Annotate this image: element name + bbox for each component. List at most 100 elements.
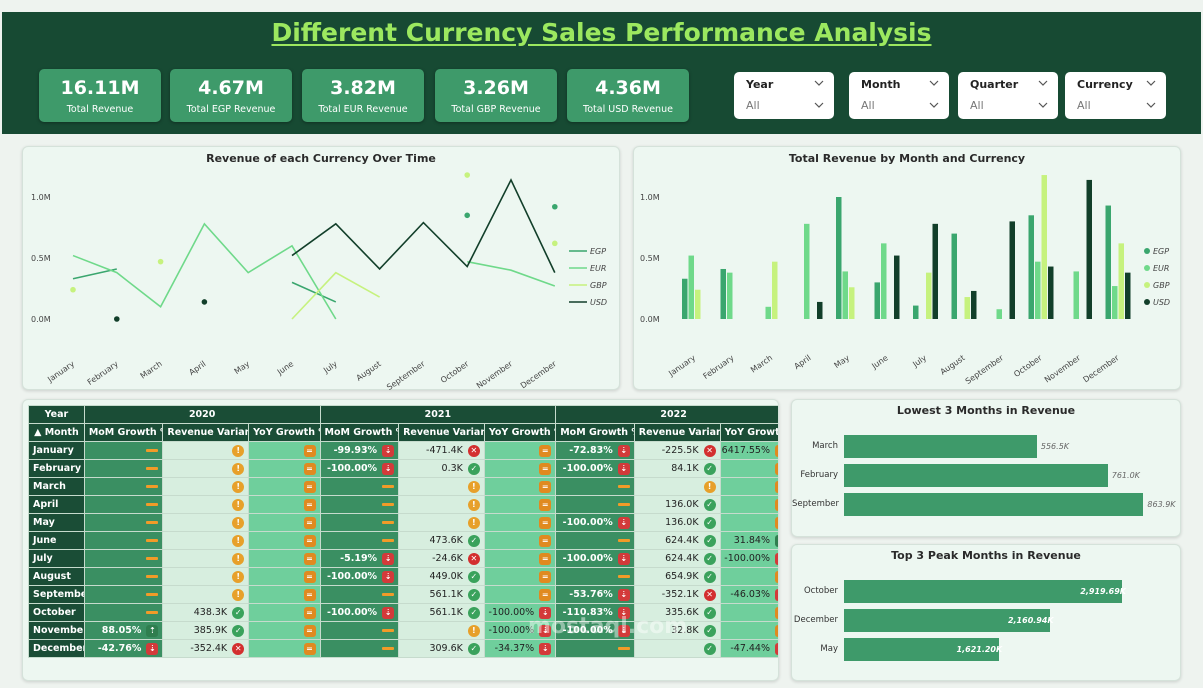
bar-gbp[interactable]: [772, 261, 778, 319]
bar-egp[interactable]: [720, 268, 727, 319]
dash-icon: [382, 647, 395, 650]
chart-title: Revenue of each Currency Over Time: [206, 152, 436, 165]
dash-icon: [146, 449, 159, 452]
month-revenue-bar[interactable]: [844, 580, 1123, 603]
slicer-month[interactable]: Month All: [849, 72, 949, 119]
slicer-value: All: [861, 99, 875, 112]
bar-gbp[interactable]: [926, 272, 932, 319]
down-arrow-icon: ⇣: [617, 444, 630, 457]
x-tick-label: August: [939, 353, 967, 376]
dash-icon: [146, 575, 159, 578]
watermark: mostaql.com: [528, 614, 688, 639]
x-tick-label: June: [275, 359, 295, 377]
bar-usd[interactable]: [1009, 221, 1016, 319]
bar-gbp[interactable]: [1041, 175, 1048, 319]
bar-usd[interactable]: [971, 290, 977, 319]
cell-value: -100.00%: [326, 463, 378, 474]
bar-eur[interactable]: [765, 306, 772, 319]
bar-egp[interactable]: [874, 282, 881, 319]
col-variance: Revenue Variance: [398, 423, 485, 442]
line-chart[interactable]: 0.0M 0.5M 1.0M January February March April May…: [23, 147, 621, 391]
down-arrow-icon: ⇣: [382, 444, 395, 457]
matrix-cell: -100.00% ⇣: [555, 459, 635, 478]
bar-value-label: 1,621.20K: [956, 645, 1003, 654]
bar-category-label: September: [792, 499, 839, 509]
table-row: September!=561.1K✓=-53.76%⇣-352.1K✕-46.0…: [28, 585, 778, 604]
matrix-cell: =: [248, 495, 321, 514]
data-point-gbp: [464, 172, 471, 178]
matrix-cell: -100.00% ⇣: [719, 549, 778, 568]
bar-eur[interactable]: [1035, 261, 1041, 319]
series-line-eur: [467, 260, 556, 287]
month-revenue-bar[interactable]: [844, 638, 999, 661]
down-arrow-icon: ⇣: [617, 624, 630, 637]
bar-gbp[interactable]: [695, 289, 701, 319]
bar-usd[interactable]: [1048, 266, 1054, 319]
bar-gbp[interactable]: [1118, 243, 1125, 319]
slicer-quarter[interactable]: Quarter All: [958, 72, 1058, 119]
bar-gbp[interactable]: [964, 297, 971, 319]
row-month: December: [28, 639, 85, 658]
down-arrow-icon: ⇣: [539, 606, 552, 619]
bar-eur[interactable]: [727, 272, 733, 319]
slicer-label: Currency: [1077, 78, 1133, 91]
chevron-down-icon[interactable]: [929, 100, 939, 110]
x-tick-label: November: [1043, 353, 1083, 385]
month-revenue-bar[interactable]: [844, 464, 1108, 487]
x-tick-label: September: [964, 353, 1006, 386]
bar-eur[interactable]: [688, 255, 695, 319]
bar-usd[interactable]: [932, 223, 939, 319]
warning-icon: !: [232, 588, 245, 601]
bar-usd[interactable]: [1086, 179, 1093, 319]
matrix-cell: 624.4K ✓: [633, 531, 721, 550]
kpi-label: Total USD Revenue: [583, 104, 673, 115]
chevron-down-icon: [814, 80, 824, 86]
legend-swatch: [1144, 299, 1150, 305]
month-revenue-bar[interactable]: [844, 609, 1050, 632]
matrix-cell: =: [248, 441, 321, 460]
neutral-icon: =: [539, 552, 552, 565]
month-revenue-bar[interactable]: [844, 435, 1037, 458]
month-header-sort[interactable]: ▲ Month: [28, 423, 85, 442]
x-tick-label: October: [439, 359, 471, 385]
bar-usd[interactable]: [1125, 272, 1131, 319]
matrix-cell: !: [398, 621, 485, 640]
bar-eur[interactable]: [804, 223, 810, 319]
bar-eur[interactable]: [881, 243, 887, 319]
cell-value: 385.9K: [193, 625, 228, 636]
bar-egp[interactable]: [1105, 205, 1112, 319]
bar-eur[interactable]: [842, 271, 849, 319]
bar-value-label: 556.5K: [1040, 442, 1070, 451]
chevron-down-icon: [1146, 80, 1156, 86]
bar-eur[interactable]: [996, 309, 1003, 319]
bar-gbp[interactable]: [849, 287, 855, 319]
series-line-egp: [291, 281, 337, 303]
slicer-currency[interactable]: Currency All: [1065, 72, 1166, 119]
kpi-label: Total EUR Revenue: [318, 104, 408, 115]
chevron-down-icon[interactable]: [814, 100, 824, 110]
kpi-value: 16.11M: [60, 77, 140, 99]
neutral-icon: =: [539, 444, 552, 457]
bar-usd[interactable]: [817, 301, 823, 319]
bar-egp[interactable]: [1028, 215, 1035, 319]
cell-value: 335.6K: [665, 607, 699, 618]
x-tick-label: January: [45, 359, 76, 384]
bar-egp[interactable]: [951, 233, 958, 319]
bar-egp[interactable]: [682, 278, 688, 319]
month-revenue-bar[interactable]: [844, 493, 1144, 516]
x-tick-label: March: [139, 359, 164, 380]
bar-egp[interactable]: [836, 197, 842, 319]
chevron-down-icon[interactable]: [1146, 100, 1156, 110]
chevron-down-icon[interactable]: [1038, 100, 1048, 110]
matrix-cell: =: [483, 567, 557, 586]
slicer-year[interactable]: Year All: [734, 72, 834, 119]
cell-value: 32.8K: [671, 625, 699, 636]
cell-value: 88.05%: [101, 625, 142, 636]
bar-eur[interactable]: [1112, 286, 1118, 319]
neutral-icon: =: [539, 534, 552, 547]
bar-egp[interactable]: [913, 305, 919, 319]
slicer-value: All: [970, 99, 984, 112]
bar-eur[interactable]: [1073, 271, 1080, 319]
clustered-bar-chart[interactable]: 0.0M 0.5M 1.0M January February March April May…: [634, 147, 1182, 391]
bar-usd[interactable]: [894, 255, 900, 319]
